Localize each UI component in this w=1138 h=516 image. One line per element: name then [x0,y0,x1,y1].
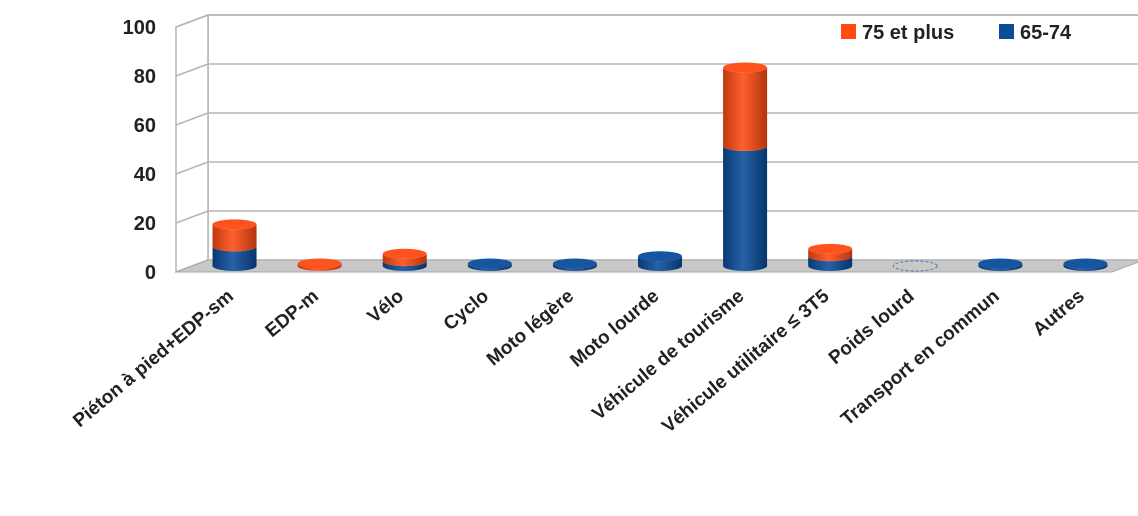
x-category-label-2: Vélo [364,286,408,328]
y-tick-label-60: 60 [134,115,156,137]
bar-top-1 [297,258,342,269]
y-tick-label-40: 40 [134,164,156,186]
bar-top-10 [1063,258,1108,269]
y-tick-label-80: 80 [134,66,156,88]
x-category-label-7: Véhicule utilitaire ≤ 3T5 [658,285,834,437]
x-category-label-4: Moto légère [483,286,578,371]
bar-7-series-1 [808,248,853,262]
gridline-40 [175,161,1138,175]
x-category-label-10: Autres [1029,286,1089,341]
bar-top-7 [808,243,853,254]
y-tick-label-0: 0 [145,262,156,284]
x-category-label-1: EDP-m [262,286,323,342]
x-category-label-6: Véhicule de tourisme [588,286,748,425]
bar-9-series-0 [978,263,1023,271]
bar-top-2 [382,248,427,259]
gridline-60 [175,112,1138,126]
gridline-100 [175,14,1138,28]
gridline-80 [175,63,1138,77]
bar-1-series-1 [297,263,342,271]
back-wall [207,14,1138,261]
bar-4-series-0 [552,263,597,271]
gridline-20 [175,210,1138,224]
bar-7-series-0 [808,256,853,271]
bar-empty-8 [892,260,938,272]
bar-2-series-1 [382,253,427,267]
x-category-label-0: Piéton à pied+EDP-sm [69,286,237,432]
bar-6-series-1 [723,67,768,151]
y-tick-label-20: 20 [134,213,156,235]
chart-walls [175,13,1138,274]
bar-0-series-0 [212,246,257,271]
bar-top-3 [467,258,512,269]
bar-5-series-0 [638,256,682,271]
legend-swatch-65-74 [999,24,1014,39]
bar-3-series-0 [467,263,512,271]
y-axis-tick-labels: 0 20 40 60 80 100 [123,17,156,284]
bar-top-9 [978,258,1023,269]
x-category-label-3: Cyclo [440,286,493,335]
x-category-label-9: Transport en commun [837,286,1003,430]
bar-top-4 [552,258,597,269]
legend-swatch-75-et-plus [841,24,856,39]
bar-2-series-0 [382,261,427,271]
bar-10-series-0 [1063,263,1108,271]
bar-top-0 [212,219,257,230]
legend-label-75-et-plus: 75 et plus [862,22,954,44]
gridlines [175,14,1138,224]
legend: 75 et plus 65-74 [841,22,1072,44]
bar-top-6 [723,62,768,73]
bar-0-series-1 [212,224,257,252]
bars [212,62,1108,272]
bar-6-series-0 [723,145,768,271]
legend-label-65-74: 65-74 [1020,22,1072,44]
bar-top-5 [638,251,682,262]
y-tick-label-100: 100 [123,17,156,39]
side-wall [175,13,209,274]
